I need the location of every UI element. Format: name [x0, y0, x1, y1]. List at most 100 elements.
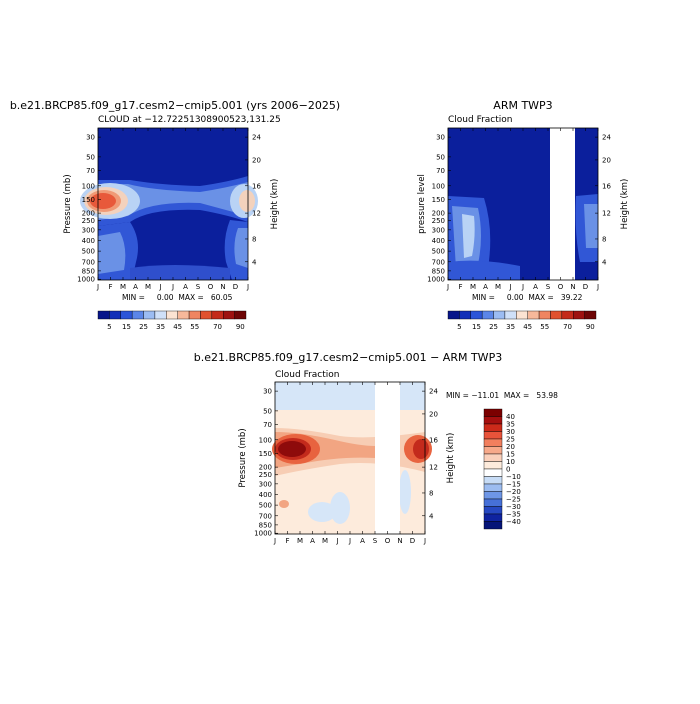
y2-tick-label: 16 — [252, 182, 261, 190]
y2-tick-label: 20 — [252, 156, 261, 164]
y-tick-label: 700 — [82, 258, 95, 266]
panel-obs-subtitle: Cloud Fraction — [448, 115, 513, 125]
colorbar-label: 90 — [236, 323, 245, 331]
x-tick-label: A — [133, 283, 138, 291]
x-tick-label: M — [120, 283, 126, 291]
colorbar-label: 5 — [457, 323, 461, 331]
colorbar-swatch — [188, 310, 201, 320]
y-tick-label: 1000 — [254, 530, 272, 538]
diff-low-negative-3 — [399, 470, 411, 514]
model-low-right-inner — [234, 228, 248, 268]
panel-obs-ylabel: pressure level — [417, 174, 427, 234]
y2-tick-label: 24 — [429, 388, 438, 396]
y-tick-label: 50 — [263, 407, 272, 415]
y2-tick-label: 8 — [429, 489, 433, 497]
x-tick-label: M — [470, 283, 476, 291]
colorbar-label: −35 — [506, 511, 521, 519]
colorbar-swatch — [97, 310, 110, 320]
panel-model-y2-ticks: 24 20 16 12 8 4 — [245, 134, 261, 266]
colorbar-swatch — [516, 310, 528, 320]
colorbar-swatch — [483, 431, 503, 440]
panel-diff-stats: MIN = −11.01 MAX = 53.98 — [446, 391, 558, 400]
x-tick-label: O — [385, 537, 391, 545]
panel-obs-y2label: Height (km) — [620, 179, 630, 230]
y2-tick-label: 4 — [602, 258, 607, 266]
panel-model-ylabel: Pressure (mb) — [63, 174, 73, 233]
colorbar-label: 15 — [506, 451, 515, 459]
colorbar-label: −10 — [506, 473, 521, 481]
colorbar-label: 30 — [506, 428, 515, 436]
panel-obs-colorbar: 5 15 25 35 45 55 70 90 — [447, 310, 597, 331]
colorbar-swatch — [483, 521, 503, 530]
y-tick-label: 850 — [432, 267, 445, 275]
y-tick-label: 300 — [432, 226, 445, 234]
x-tick-label: F — [458, 283, 462, 291]
y-tick-label: 250 — [259, 471, 272, 479]
x-tick-label: J — [171, 283, 174, 291]
colorbar-swatch — [584, 310, 597, 320]
colorbar-label: −40 — [506, 518, 521, 526]
colorbar-swatch — [234, 310, 247, 320]
x-tick-label: A — [483, 283, 488, 291]
x-tick-label: J — [423, 537, 426, 545]
y2-tick-label: 4 — [429, 512, 434, 520]
colorbar-label: −25 — [506, 496, 521, 504]
y-tick-label: 500 — [432, 248, 445, 256]
y-tick-label: 150 — [432, 196, 445, 204]
y2-tick-label: 12 — [602, 210, 611, 218]
x-tick-label: N — [570, 283, 575, 291]
panel-diff-title: b.e21.BRCP85.f09_g17.cesm2−cmip5.001 − A… — [194, 351, 502, 364]
x-tick-label: J — [246, 283, 249, 291]
x-tick-label: S — [373, 537, 378, 545]
panel-diff-field — [272, 382, 432, 534]
y2-tick-label: 8 — [252, 235, 256, 243]
panel-model-title: b.e21.BRCP85.f09_g17.cesm2−cmip5.001 (yr… — [10, 99, 340, 112]
colorbar-swatch — [483, 491, 503, 500]
colorbar-swatch — [483, 476, 503, 485]
obs-cloud-left-core — [462, 214, 475, 258]
colorbar-swatch — [483, 461, 503, 470]
y-tick-label: 200 — [432, 210, 445, 218]
colorbar-label: 55 — [190, 323, 199, 331]
y2-tick-label: 24 — [252, 134, 261, 142]
colorbar-label: 90 — [586, 323, 595, 331]
y-tick-label: 50 — [436, 153, 445, 161]
diff-upper-negative — [275, 382, 425, 410]
colorbar-swatch — [459, 310, 471, 320]
colorbar-label: 35 — [506, 421, 515, 429]
colorbar-swatch — [483, 416, 503, 425]
y-tick-label: 30 — [263, 388, 272, 396]
diff-max-right-2 — [413, 439, 429, 459]
colorbar-label: 5 — [107, 323, 111, 331]
y-tick-label: 850 — [82, 267, 95, 275]
colorbar-swatch — [561, 310, 574, 320]
x-tick-label: A — [360, 537, 365, 545]
x-tick-label: F — [285, 537, 289, 545]
colorbar-label: −15 — [506, 481, 521, 489]
y-tick-label: 700 — [432, 258, 445, 266]
x-tick-label: S — [196, 283, 201, 291]
x-tick-label: N — [397, 537, 402, 545]
colorbar-label: 25 — [139, 323, 148, 331]
y-tick-label: 700 — [259, 512, 272, 520]
colorbar-label: −30 — [506, 503, 521, 511]
colorbar-label: 20 — [506, 443, 515, 451]
colorbar-label: 70 — [563, 323, 572, 331]
y-tick-label: 400 — [259, 491, 272, 499]
y-tick-label: 70 — [86, 167, 95, 175]
colorbar-label: 40 — [506, 413, 515, 421]
colorbar-label: 25 — [506, 436, 515, 444]
x-tick-label: F — [108, 283, 112, 291]
model-high-right-2 — [239, 190, 255, 212]
x-tick-label: J — [596, 283, 599, 291]
y-tick-label: 200 — [82, 210, 95, 218]
model-low-left-inner — [98, 232, 126, 274]
colorbar-label: 25 — [489, 323, 498, 331]
y-tick-label: 400 — [82, 237, 95, 245]
colorbar-swatch — [483, 498, 503, 507]
colorbar-swatch — [166, 310, 178, 320]
y-tick-label: 400 — [432, 237, 445, 245]
